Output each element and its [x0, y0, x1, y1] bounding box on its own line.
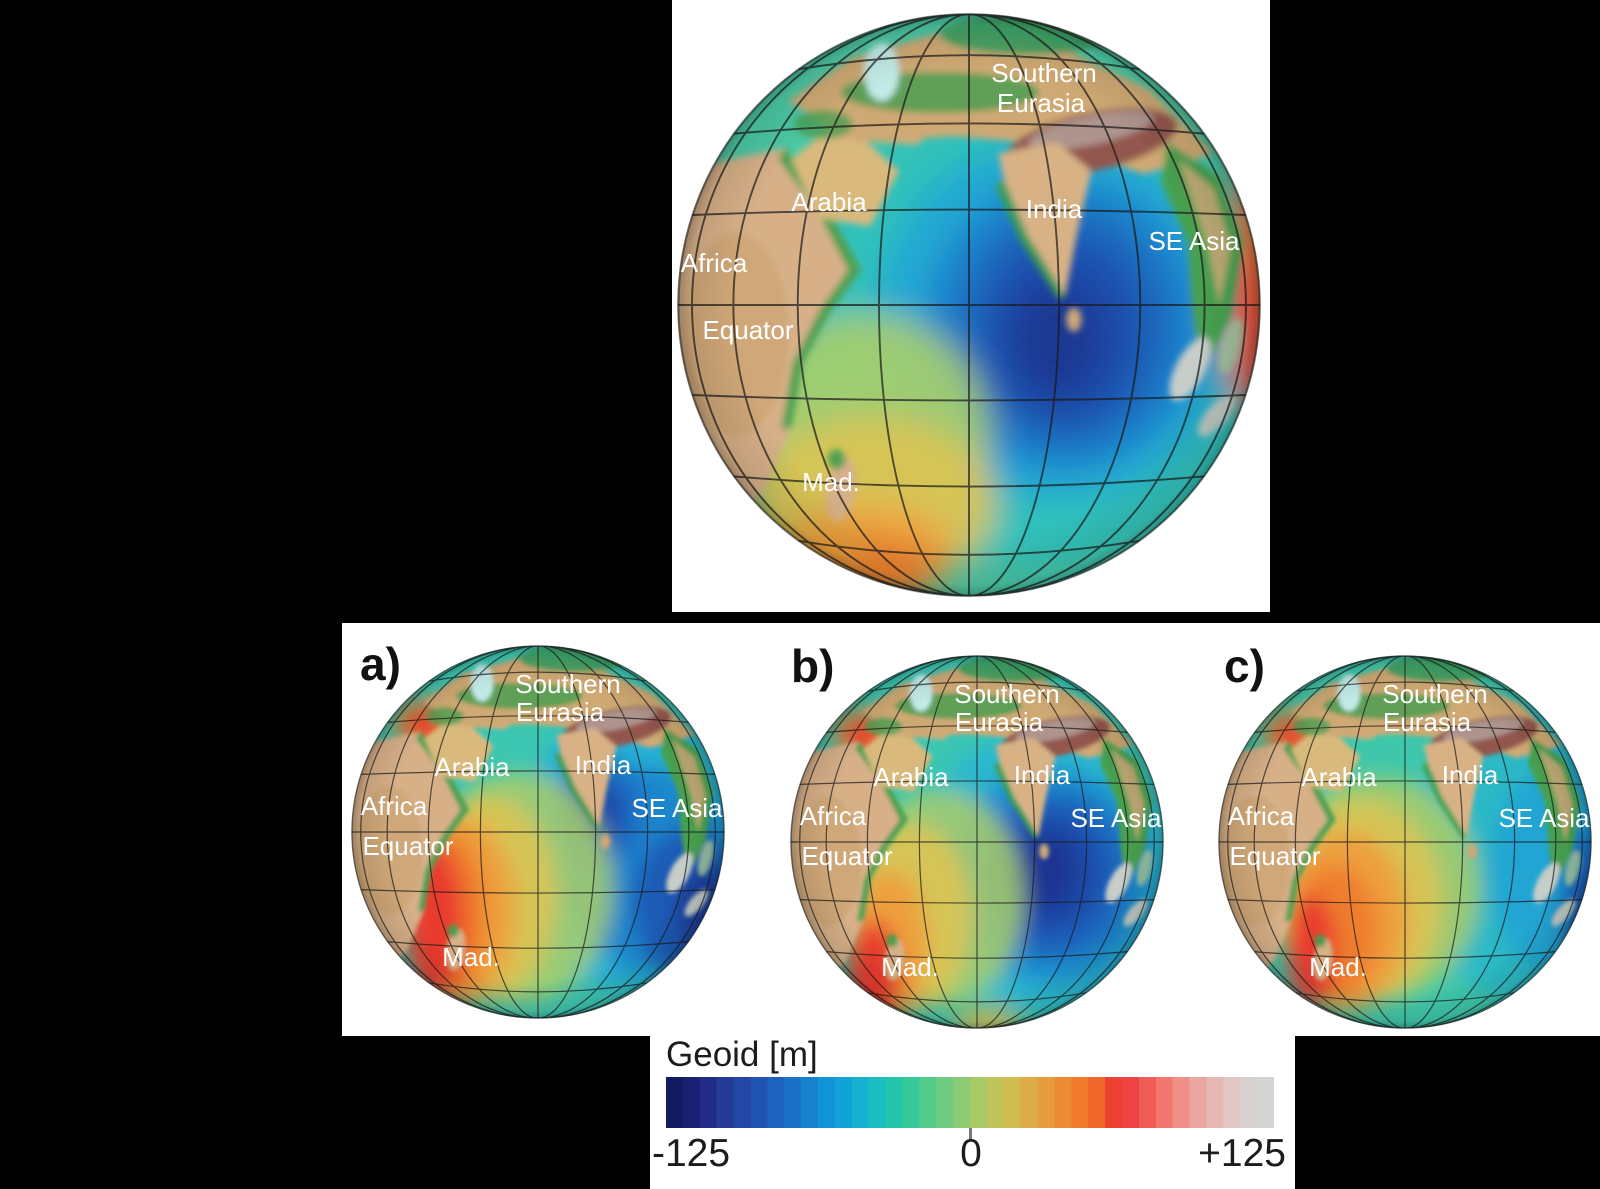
globe-b-label-southern: Southern [954, 679, 1060, 709]
globe-main-label-eurasia: Eurasia [996, 88, 1086, 118]
globe-a-label-arabia: Arabia [434, 752, 510, 782]
globe-rim [790, 655, 1164, 1029]
limb-shading [1218, 655, 1592, 1029]
colorbar-label-max: +125 [1198, 1132, 1286, 1175]
globe-b-label-equator: Equator [801, 841, 893, 871]
caption-b: b) [791, 640, 835, 692]
globe-main-label-equator: Equator [702, 315, 794, 345]
globe-c-label-arabia: Arabia [1301, 762, 1377, 792]
globe-c-label-southern: Southern [1382, 679, 1488, 709]
limb-shading [790, 655, 1164, 1029]
globe-a-label-africa: Africa [360, 791, 428, 821]
colorbar-label-zero: 0 [960, 1132, 982, 1175]
globe-b-label-eurasia: Eurasia [954, 707, 1044, 737]
globe-main-label-se_asia: SE Asia [1148, 226, 1240, 256]
colorbar-label-min: -125 [652, 1132, 731, 1175]
globe-a-label-equator: Equator [362, 831, 454, 861]
globe-rim [1218, 655, 1592, 1029]
colorbar-gradient [666, 1077, 1274, 1128]
globe-b-label-madagascar: Mad. [881, 952, 939, 982]
globe-c-label-india: India [1441, 760, 1499, 790]
globe-b-label-india: India [1013, 760, 1071, 790]
globe-c [1218, 655, 1592, 1029]
globe-b-label-africa: Africa [799, 801, 867, 831]
globe-c-label-equator: Equator [1229, 841, 1321, 871]
globe-main-label-madagascar: Mad. [802, 467, 860, 497]
globe-main-label-arabia: Arabia [791, 187, 867, 217]
globe-main-label-southern: Southern [991, 58, 1097, 88]
globe-a-label-india: India [574, 750, 632, 780]
globe-b-label-se_asia: SE Asia [1070, 803, 1162, 833]
globe-a-label-madagascar: Mad. [442, 942, 500, 972]
globe-main-label-africa: Africa [680, 248, 748, 278]
globe-main-label-india: India [1025, 194, 1083, 224]
caption-c: c) [1224, 640, 1265, 692]
globe-b-label-arabia: Arabia [873, 762, 949, 792]
globe-a-label-se_asia: SE Asia [631, 793, 723, 823]
globe-a-label-southern: Southern [515, 669, 621, 699]
colorbar-title: Geoid [m] [666, 1035, 818, 1074]
colorbar-zero-tick [969, 1128, 972, 1141]
globe-rim [351, 645, 725, 1019]
limb-shading [351, 645, 725, 1019]
globe-c-label-se_asia: SE Asia [1498, 803, 1590, 833]
globe-a [351, 645, 725, 1019]
globe-c-label-eurasia: Eurasia [1382, 707, 1472, 737]
globe-c-label-madagascar: Mad. [1309, 952, 1367, 982]
limb-shading [677, 13, 1261, 597]
globe-main [677, 13, 1261, 597]
globe-rim [677, 13, 1261, 597]
globe-a-label-eurasia: Eurasia [515, 697, 605, 727]
globe-b [790, 655, 1164, 1029]
caption-a: a) [360, 638, 401, 690]
globe-c-label-africa: Africa [1227, 801, 1295, 831]
